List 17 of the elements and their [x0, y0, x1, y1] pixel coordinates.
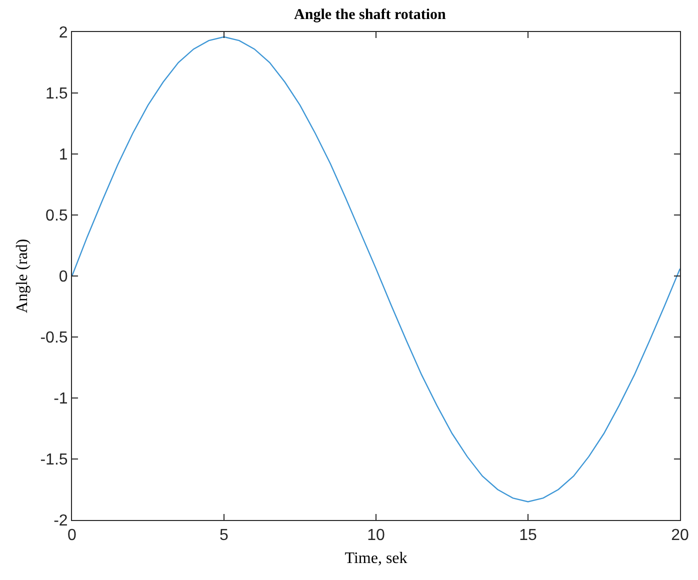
x-axis-title: Time, sek [344, 550, 408, 567]
x-tick-label: 5 [220, 527, 229, 544]
y-tick-label: 0.5 [46, 208, 68, 225]
chart-title: Angle the shaft rotation [294, 7, 446, 24]
y-tick-label: 0 [58, 268, 68, 286]
y-axis-title: Angle (rad) [14, 238, 32, 314]
line-series [72, 36, 680, 502]
y-tick-label: 1.5 [46, 86, 68, 103]
x-tick-label: 10 [367, 527, 385, 544]
x-tick-label: 15 [519, 527, 537, 544]
y-tick-label: -1 [54, 390, 68, 408]
y-tick-label: -1.5 [40, 452, 68, 469]
x-tick-label: 20 [671, 527, 689, 544]
y-tick-label: -2 [54, 512, 68, 530]
y-tick-label: -0.5 [40, 330, 68, 347]
y-tick-label: 1 [58, 146, 68, 164]
y-tick-label: 2 [58, 24, 68, 42]
